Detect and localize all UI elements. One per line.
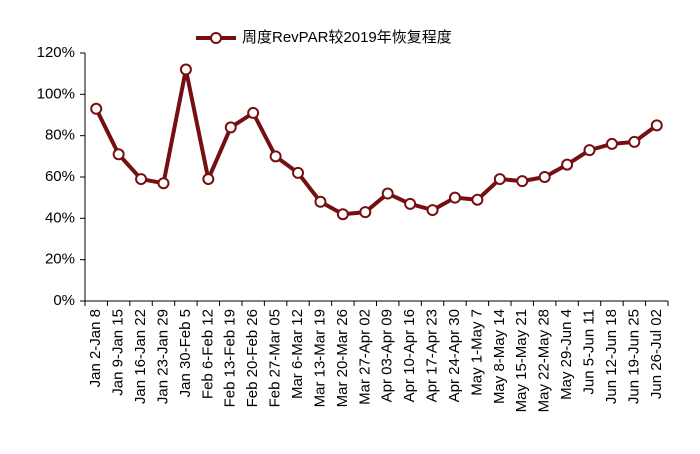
x-tick-label: Apr 10-Apr 16 (401, 309, 418, 402)
legend: 周度RevPAR较2019年恢复程度 (196, 28, 452, 46)
x-tick-label: May 15-May 21 (513, 309, 530, 412)
data-point (135, 173, 148, 186)
data-point (359, 206, 372, 219)
data-point (336, 208, 349, 221)
x-tick-label: Jun 5-Jun 11 (580, 309, 597, 395)
x-tick-label: Jan 9-Jan 15 (110, 309, 127, 396)
data-point (292, 166, 305, 179)
x-tick-label: Apr 17-Apr 23 (424, 309, 441, 402)
legend-label: 周度RevPAR较2019年恢复程度 (242, 28, 452, 46)
data-point (605, 137, 618, 150)
x-tick-label: Jan 2-Jan 8 (87, 309, 104, 387)
x-tick-label: Apr 03-Apr 09 (379, 309, 396, 402)
x-tick-label: May 29-Jun 4 (558, 309, 575, 400)
y-tick-label: 40% (45, 209, 75, 226)
legend-marker (210, 32, 222, 44)
y-tick-label: 60% (45, 168, 75, 185)
y-tick-label: 0% (53, 292, 75, 309)
x-tick-label: May 8-May 14 (491, 309, 508, 404)
x-tick-label: Feb 20-Feb 26 (244, 309, 261, 407)
x-tick-label: May 22-May 28 (536, 309, 553, 412)
data-point (90, 102, 103, 115)
data-point (112, 148, 125, 161)
data-point (157, 177, 170, 190)
x-tick-label: May 1-May 7 (468, 309, 485, 396)
x-tick-label: Apr 24-Apr 30 (446, 309, 463, 402)
data-point (202, 173, 215, 186)
x-tick-label: Mar 20-Mar 26 (334, 309, 351, 407)
x-tick-label: Mar 13-Mar 19 (311, 309, 328, 407)
data-point (471, 193, 484, 206)
data-point (224, 121, 237, 134)
x-tick-label: Jan 23-Jan 29 (154, 309, 171, 404)
data-point (247, 106, 260, 119)
x-tick-label: Mar 27-Apr 02 (356, 309, 373, 405)
data-point (269, 150, 282, 163)
data-point (493, 173, 506, 186)
data-point (561, 158, 574, 171)
x-tick-label: Feb 27-Mar 05 (267, 309, 284, 407)
y-tick-label: 20% (45, 251, 75, 268)
y-tick-label: 80% (45, 127, 75, 144)
x-tick-label: Jun 26-Jul 02 (648, 309, 665, 399)
series-line (94, 67, 658, 217)
data-point (404, 197, 417, 210)
data-point (381, 187, 394, 200)
x-tick-label: Feb 6-Feb 12 (199, 309, 216, 399)
x-tick-label: Jan 30-Feb 5 (177, 309, 194, 397)
data-point (650, 119, 663, 132)
x-tick-label: Jun 12-Jun 18 (603, 309, 620, 404)
data-point (583, 144, 596, 157)
data-point (516, 175, 529, 188)
y-tick-label: 120% (37, 44, 75, 61)
x-tick-label: Jan 16-Jan 22 (132, 309, 149, 404)
x-tick-label: Mar 6-Mar 12 (289, 309, 306, 399)
data-point (314, 195, 327, 208)
data-point (179, 63, 192, 76)
data-point (448, 191, 461, 204)
x-tick-label: Jun 19-Jun 25 (625, 309, 642, 404)
data-point (538, 171, 551, 183)
y-tick-label: 100% (37, 85, 75, 102)
x-tick-label: Feb 13-Feb 19 (222, 309, 239, 407)
data-point (628, 135, 641, 148)
data-point (426, 204, 439, 217)
